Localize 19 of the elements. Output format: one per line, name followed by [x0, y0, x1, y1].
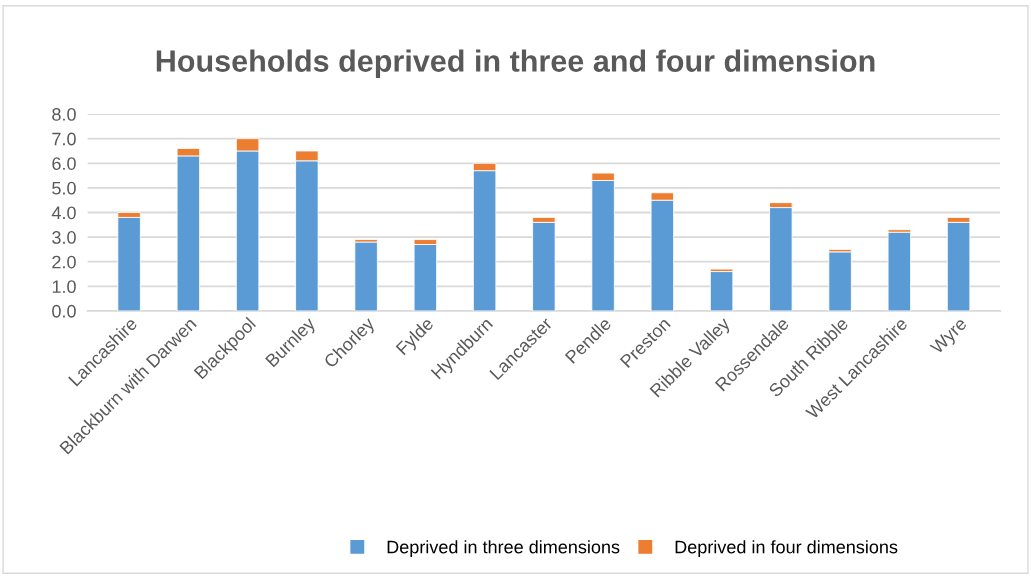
y-tick-label: 1.0 — [52, 280, 76, 294]
legend-label: Deprived in four dimensions — [675, 540, 898, 557]
y-tick-label: 6.0 — [52, 157, 76, 170]
y-tick-label: 4.0 — [51, 206, 76, 220]
y-tick-label: 8.0 — [52, 108, 76, 121]
bar — [117, 216, 141, 311]
y-tick-label: 5.0 — [52, 181, 76, 195]
bar — [946, 221, 971, 311]
bar — [828, 251, 852, 311]
bar — [709, 271, 734, 311]
y-tick-label: 2.0 — [52, 255, 76, 269]
y-tick-label: 7.0 — [52, 132, 76, 146]
chart-title: Households deprived in three and four dimension — [156, 49, 875, 78]
bar — [887, 231, 912, 311]
y-tick-label: 3.0 — [52, 231, 76, 244]
bar — [354, 241, 378, 311]
legend-label: Deprived in three dimensions — [387, 540, 620, 557]
y-tick-label: 0.0 — [52, 304, 76, 318]
bar — [532, 221, 556, 311]
